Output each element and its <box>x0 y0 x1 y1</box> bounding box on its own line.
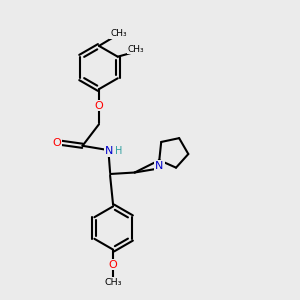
Text: N: N <box>154 160 163 171</box>
Text: CH₃: CH₃ <box>128 45 144 54</box>
Text: O: O <box>94 100 103 111</box>
Text: CH₃: CH₃ <box>110 29 127 38</box>
Text: H: H <box>115 146 122 156</box>
Text: N: N <box>104 146 113 156</box>
Text: CH₃: CH₃ <box>104 278 122 287</box>
Text: N: N <box>156 161 164 171</box>
Text: O: O <box>109 260 118 270</box>
Text: O: O <box>52 138 61 148</box>
